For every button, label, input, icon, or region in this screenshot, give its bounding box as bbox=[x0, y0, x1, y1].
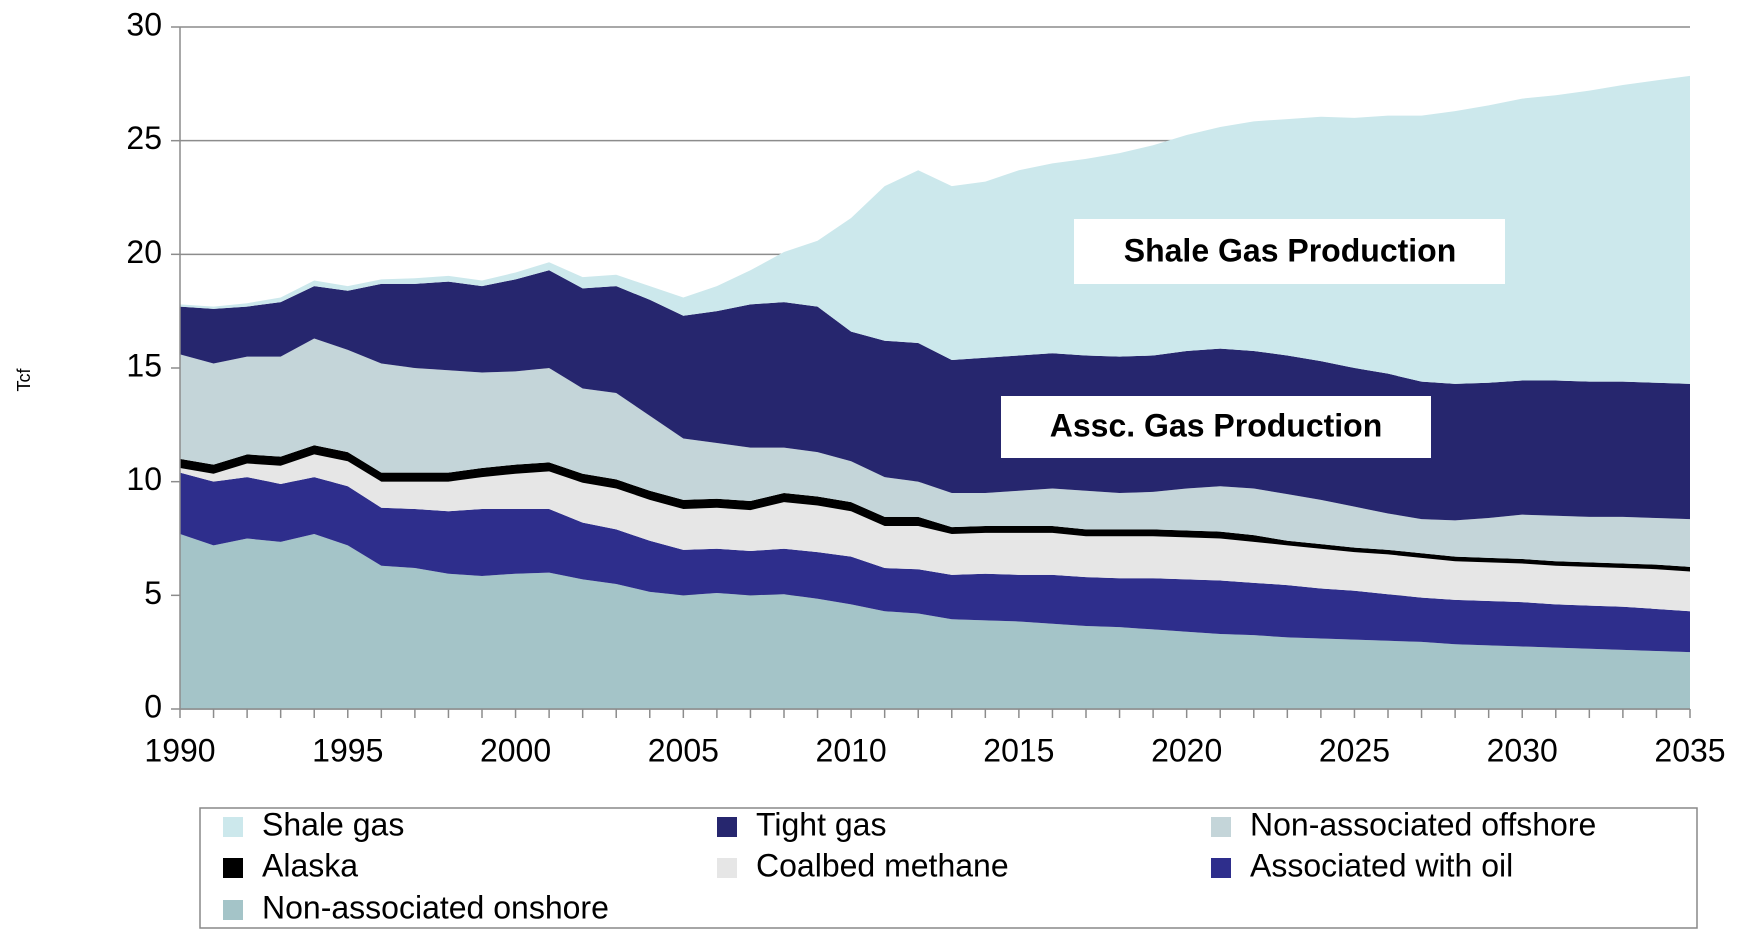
x-tick-label: 2030 bbox=[1487, 732, 1558, 768]
y-tick-label: 25 bbox=[126, 120, 162, 156]
legend-swatch bbox=[717, 858, 737, 878]
legend-label: Shale gas bbox=[262, 806, 404, 842]
area bbox=[180, 472, 1690, 653]
legend-label: Tight gas bbox=[756, 806, 886, 842]
legend-swatch bbox=[223, 817, 243, 837]
x-tick-label: 1995 bbox=[312, 732, 383, 768]
x-tick-label: 2025 bbox=[1319, 732, 1390, 768]
x-tick-label: 2010 bbox=[816, 732, 887, 768]
area bbox=[180, 454, 1690, 612]
y-axis-label: Tcf bbox=[14, 368, 34, 392]
area bbox=[180, 338, 1690, 567]
legend-label: Non-associated offshore bbox=[1250, 806, 1596, 842]
y-tick-label: 5 bbox=[144, 575, 162, 611]
annotation: Shale Gas Production bbox=[1124, 232, 1457, 268]
legend-label: Non-associated onshore bbox=[262, 889, 609, 925]
x-tick-label: 2005 bbox=[648, 732, 719, 768]
x-tick-label: 1990 bbox=[144, 732, 215, 768]
legend-swatch bbox=[1211, 817, 1231, 837]
legend-label: Associated with oil bbox=[1250, 847, 1513, 883]
x-tick-label: 2035 bbox=[1654, 732, 1725, 768]
x-tick-label: 2020 bbox=[1151, 732, 1222, 768]
area bbox=[180, 533, 1690, 709]
annotation-box bbox=[1074, 219, 1505, 284]
y-tick-label: 15 bbox=[126, 347, 162, 383]
legend-label: Alaska bbox=[262, 847, 358, 883]
y-tick-label: 10 bbox=[126, 461, 162, 497]
legend-swatch bbox=[717, 817, 737, 837]
legend-box bbox=[199, 807, 1698, 929]
x-tick-label: 2000 bbox=[480, 732, 551, 768]
areas bbox=[180, 75, 1690, 709]
y-tick-label: 30 bbox=[126, 6, 162, 42]
legend-swatch bbox=[223, 900, 243, 920]
y-tick-label: 20 bbox=[126, 234, 162, 270]
x-tick-label: 2015 bbox=[983, 732, 1054, 768]
y-tick-label: 0 bbox=[144, 688, 162, 724]
annotation: Assc. Gas Production bbox=[1050, 407, 1383, 443]
legend-label: Coalbed methane bbox=[756, 847, 1009, 883]
legend: Shale gas Tight gas Non-associated offshor… bbox=[223, 806, 1596, 925]
legend-swatch bbox=[1211, 858, 1231, 878]
annotation-box bbox=[1001, 396, 1431, 458]
legend-swatch bbox=[223, 858, 243, 878]
area bbox=[180, 75, 1690, 384]
